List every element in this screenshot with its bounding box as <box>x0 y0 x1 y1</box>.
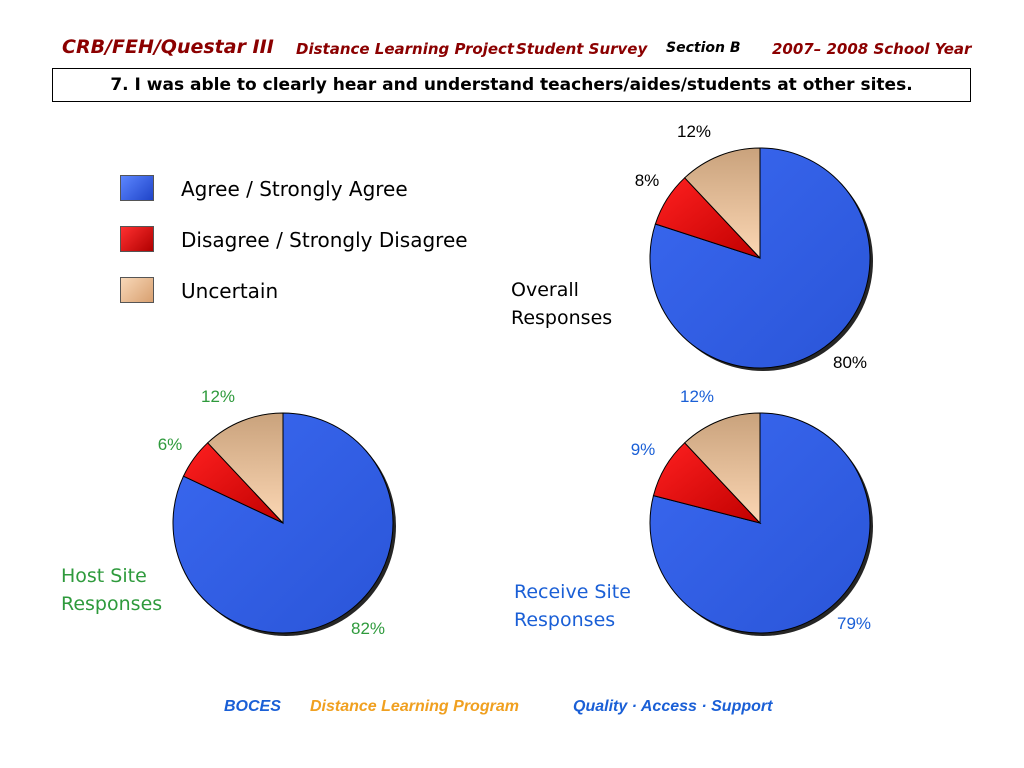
chart-title-line: Responses <box>61 593 162 615</box>
header-org: CRB/FEH/Questar III <box>62 36 274 58</box>
chart-title-line: Host Site <box>61 565 147 587</box>
pie-host: 82% 6% 12% Host Site Responses <box>61 387 396 638</box>
chart-title-line: Responses <box>514 609 615 631</box>
data-label-disagree: 8% <box>635 171 660 190</box>
pie-slice-uncertain <box>683 147 761 260</box>
chart-title-line: Responses <box>511 307 612 329</box>
legend-label-disagree: Disagree / Strongly Disagree <box>181 228 468 252</box>
footer-org: BOCES <box>224 698 281 715</box>
data-label-disagree: 9% <box>631 440 656 459</box>
header-section: Section B <box>666 40 741 56</box>
footer-program: Distance Learning Program <box>310 698 519 715</box>
pie-receive: 79% 9% 12% Receive Site Responses <box>514 387 873 636</box>
data-label-agree: 79% <box>837 614 871 633</box>
data-label-agree: 80% <box>833 353 867 372</box>
header-year: 2007– 2008 School Year <box>772 40 972 58</box>
legend-label-agree: Agree / Strongly Agree <box>181 177 408 201</box>
footer-tagline: Quality · Access · Support <box>573 698 773 715</box>
chart-title-line: Overall <box>511 279 579 301</box>
pie-slice-uncertain <box>206 412 284 525</box>
legend-swatch-agree <box>120 175 154 201</box>
pie-slice-uncertain <box>683 412 761 525</box>
legend-swatch-uncertain <box>120 277 154 303</box>
header-bar: CRB/FEH/Questar III Distance Learning Pr… <box>0 36 1024 60</box>
data-label-uncertain: 12% <box>201 387 235 406</box>
question-box: 7. I was able to clearly hear and unders… <box>52 68 971 102</box>
pie-overall: 80% 8% 12% Overall Responses <box>511 122 873 372</box>
data-label-uncertain: 12% <box>680 387 714 406</box>
header-survey: Student Survey <box>516 40 648 58</box>
footer: BOCES Distance Learning Program Quality … <box>0 698 1024 720</box>
data-label-disagree: 6% <box>158 435 183 454</box>
data-label-uncertain: 12% <box>677 122 711 141</box>
header-project: Distance Learning Project <box>296 40 515 58</box>
data-label-agree: 82% <box>351 619 385 638</box>
legend-label-uncertain: Uncertain <box>181 279 279 303</box>
chart-title-line: Receive Site <box>514 581 631 603</box>
legend-swatch-disagree <box>120 226 154 252</box>
